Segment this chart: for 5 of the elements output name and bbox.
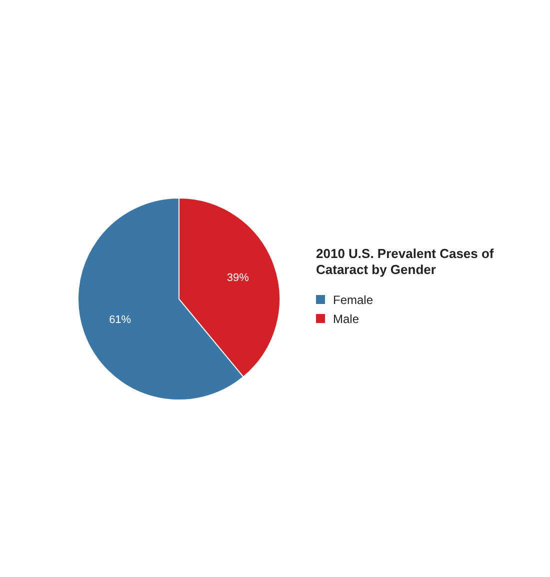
legend-label: Female (333, 292, 374, 306)
data-label: 39% (226, 272, 250, 284)
data-label: 61% (109, 314, 132, 326)
text: 2010 U.S. Prevalent Cases of Cataract by Gender (316, 246, 495, 278)
legend-label: Male (333, 312, 360, 326)
